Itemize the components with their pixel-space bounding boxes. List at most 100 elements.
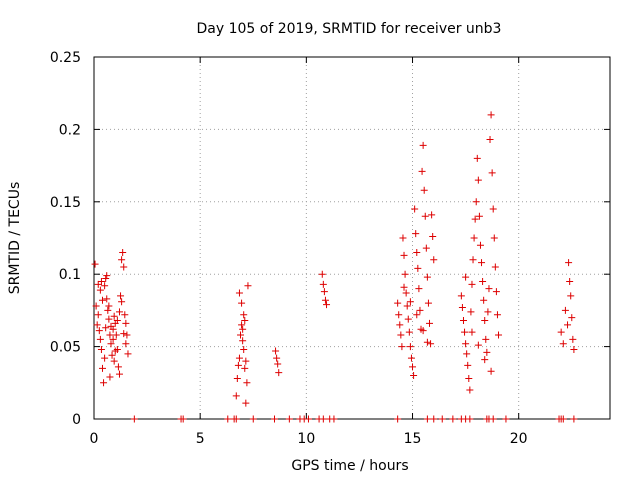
data-point [474, 176, 482, 184]
y-tick-label: 0.2 [59, 122, 81, 138]
data-point [244, 282, 252, 290]
data-point [423, 273, 431, 281]
data-point [401, 270, 409, 278]
data-point [557, 328, 565, 336]
data-point [120, 330, 128, 338]
data-point [421, 212, 429, 220]
data-point [423, 415, 431, 423]
data-point [234, 361, 242, 369]
data-point [110, 357, 118, 365]
data-point [240, 345, 248, 353]
data-point [420, 186, 428, 194]
data-point [495, 331, 503, 339]
data-point [321, 296, 329, 304]
data-point [403, 302, 411, 310]
data-point [108, 351, 116, 359]
data-point [426, 319, 434, 327]
data-point [130, 415, 138, 423]
data-point [567, 292, 575, 300]
data-point [464, 361, 472, 369]
data-point [238, 299, 246, 307]
data-point [430, 415, 438, 423]
data-point [568, 314, 576, 322]
data-point [480, 296, 488, 304]
data-point [415, 285, 423, 293]
data-point [489, 205, 497, 213]
data-point [414, 264, 422, 272]
data-point [118, 256, 126, 264]
data-point [97, 345, 105, 353]
data-point [103, 295, 111, 303]
data-point [482, 335, 490, 343]
data-point [241, 364, 249, 372]
data-point [109, 335, 117, 343]
data-point [489, 415, 497, 423]
data-point [487, 367, 495, 375]
data-point [240, 311, 248, 319]
data-point [100, 379, 108, 387]
data-point [232, 392, 240, 400]
data-point [488, 169, 496, 177]
data-point [566, 277, 574, 285]
data-point [410, 372, 418, 380]
data-point [101, 282, 109, 290]
data-point [475, 212, 483, 220]
data-point [123, 331, 131, 339]
data-point [396, 321, 404, 329]
data-point [115, 370, 123, 378]
data-point [96, 286, 104, 294]
data-point [404, 315, 412, 323]
data-point [105, 302, 113, 310]
data-point [237, 331, 245, 339]
data-point [416, 306, 424, 314]
data-point [235, 289, 243, 297]
data-points [91, 111, 578, 423]
data-point [469, 256, 477, 264]
data-point [249, 415, 257, 423]
data-point [106, 331, 114, 339]
data-point [462, 273, 470, 281]
data-point [406, 343, 414, 351]
data-point [483, 348, 491, 356]
data-point [429, 233, 437, 241]
data-point [428, 211, 436, 219]
data-point [102, 324, 110, 332]
data-point [424, 299, 432, 307]
data-point [413, 248, 421, 256]
data-point [502, 415, 510, 423]
data-point [224, 415, 232, 423]
data-point [112, 331, 120, 339]
data-point [473, 154, 481, 162]
data-point [102, 275, 110, 283]
data-point [458, 304, 466, 312]
grid-lines [94, 57, 610, 419]
data-point [487, 111, 495, 119]
data-point [105, 315, 113, 323]
data-point [409, 363, 417, 371]
x-tick-label: 20 [510, 431, 528, 447]
data-point [239, 337, 247, 345]
data-point [238, 321, 246, 329]
data-point [478, 259, 486, 267]
data-point [394, 415, 402, 423]
y-tick-label: 0.1 [59, 267, 81, 283]
data-point [471, 215, 479, 223]
data-point [118, 298, 126, 306]
data-point [103, 272, 111, 280]
x-tick-label: 5 [196, 431, 205, 447]
data-point [97, 277, 105, 285]
data-point [285, 415, 293, 423]
data-point [104, 306, 112, 314]
data-point [406, 298, 414, 306]
data-point [467, 308, 475, 316]
data-point [449, 415, 457, 423]
data-point [419, 141, 427, 149]
data-point [565, 259, 573, 267]
data-point [272, 347, 280, 355]
data-point [559, 415, 567, 423]
data-point [120, 263, 128, 271]
data-point [91, 260, 99, 268]
data-point [121, 311, 129, 319]
axis-ticks: 0 5 10 15 20 0 0.05 0.1 0.15 0.2 0.25 [50, 50, 610, 447]
